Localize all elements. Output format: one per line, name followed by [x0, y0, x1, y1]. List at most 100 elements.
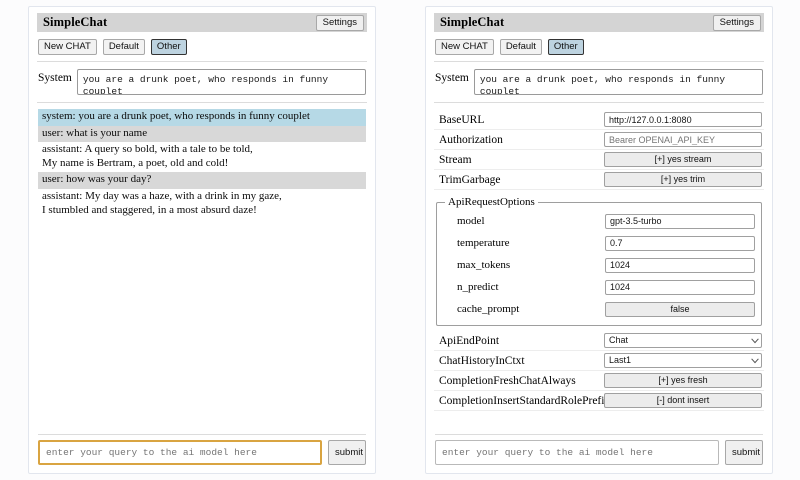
setting-control-base-url [604, 112, 762, 127]
setting-label-completion-insert-standard-role-prefix: CompletionInsertStandardRolePrefix [439, 394, 611, 407]
setting-label-api-end-point: ApiEndPoint [439, 334, 500, 347]
toolbar-divider [37, 61, 367, 62]
setting-row-base-url: BaseURL [434, 110, 764, 130]
new-chat-button-right[interactable]: New CHAT [435, 39, 494, 55]
chat-message-user: user: what is your name [38, 125, 366, 143]
completion-fresh-chat-always-toggle[interactable]: [+] yes fresh [604, 373, 762, 388]
setting-label-max-tokens: max_tokens [457, 259, 511, 271]
settings-panel: SimpleChat Settings New CHAT Default Oth… [425, 6, 773, 474]
setting-row-temperature: temperature [443, 232, 755, 254]
system-prompt-label: System [38, 72, 72, 84]
setting-label-completion-fresh-chat-always: CompletionFreshChatAlways [439, 374, 576, 387]
system-prompt-input[interactable] [76, 69, 366, 95]
setting-control-max-tokens [605, 257, 755, 273]
setting-label-n-predict: n_predict [457, 281, 499, 293]
setting-control-completion-insert-standard-role-prefix: [-] dont insert [604, 393, 762, 408]
query-divider [38, 434, 366, 435]
authorization-input[interactable] [604, 132, 762, 147]
chat-message-system: system: you are a drunk poet, who respon… [38, 109, 366, 126]
chat-message-assistant: assistant: A query so bold, with a tale … [38, 142, 366, 173]
max-tokens-input[interactable] [605, 257, 755, 273]
query-input-right[interactable] [435, 440, 719, 465]
n-predict-input[interactable] [605, 279, 755, 295]
setting-label-cache-prompt: cache_prompt [457, 303, 520, 315]
setting-control-api-end-point: Chat [604, 333, 762, 348]
temperature-input[interactable] [605, 235, 755, 251]
chat-message-user: user: how was your day? [38, 172, 366, 189]
chat-message-assistant: assistant: My day was a haze, with a dri… [38, 188, 366, 220]
setting-row-stream: Stream [+] yes stream [434, 150, 764, 170]
tab-default-right[interactable]: Default [499, 39, 542, 55]
settings-button-right[interactable]: Settings [712, 14, 761, 31]
chat-bottom-bar: submit [37, 434, 367, 467]
chat-message-list[interactable]: system: you are a drunk poet, who respon… [37, 109, 367, 434]
setting-row-authorization: Authorization [434, 130, 764, 150]
chatlog-divider [37, 102, 367, 103]
trim-garbage-toggle[interactable]: [+] yes trim [604, 172, 762, 187]
setting-row-cache-prompt: cache_prompt false [443, 298, 755, 320]
api-request-options-fieldset: ApiRequestOptions model temperature max_tok… [436, 196, 762, 326]
system-prompt-row: System [37, 68, 367, 102]
toolbar-divider-right [434, 61, 764, 62]
toolbar: New CHAT Default Other [37, 32, 367, 61]
setting-label-stream: Stream [439, 153, 472, 166]
page-title-settings: SimpleChat [440, 15, 505, 29]
query-row: submit [38, 435, 366, 465]
setting-label-authorization: Authorization [439, 133, 503, 146]
query-divider-right [435, 434, 763, 435]
setting-control-model [605, 213, 755, 229]
chat-panel: SimpleChat Settings New CHAT Default Oth… [28, 6, 376, 474]
system-prompt-label-right: System [435, 72, 469, 84]
submit-button[interactable]: submit [328, 440, 366, 465]
new-chat-button[interactable]: New CHAT [38, 39, 97, 55]
chevron-down-icon [751, 358, 759, 364]
model-input[interactable] [605, 213, 755, 229]
query-input[interactable] [38, 440, 322, 465]
setting-label-chat-history-in-ctxt: ChatHistoryInCtxt [439, 354, 525, 367]
setting-control-chat-history-in-ctxt: Last1 [604, 353, 762, 368]
setting-control-trim-garbage: [+] yes trim [604, 172, 762, 187]
setting-label-model: model [457, 215, 485, 227]
setting-label-temperature: temperature [457, 237, 510, 249]
setting-row-max-tokens: max_tokens [443, 254, 755, 276]
setting-row-completion-insert-standard-role-prefix: CompletionInsertStandardRolePrefix [-] do… [434, 391, 764, 411]
setting-row-trim-garbage: TrimGarbage [+] yes trim [434, 170, 764, 190]
setting-control-stream: [+] yes stream [604, 152, 762, 167]
chevron-down-icon [751, 338, 759, 344]
setting-control-cache-prompt: false [605, 301, 755, 317]
base-url-input[interactable] [604, 112, 762, 127]
setting-label-base-url: BaseURL [439, 113, 485, 126]
settings-button[interactable]: Settings [315, 14, 364, 31]
setting-label-trim-garbage: TrimGarbage [439, 173, 501, 186]
setting-control-n-predict [605, 279, 755, 295]
setting-control-authorization [604, 132, 762, 147]
toolbar-settings: New CHAT Default Other [434, 32, 764, 61]
setting-row-completion-fresh-chat-always: CompletionFreshChatAlways [+] yes fresh [434, 371, 764, 391]
system-prompt-row-right: System [434, 68, 764, 102]
setting-row-chat-history-in-ctxt: ChatHistoryInCtxt Last1 [434, 351, 764, 371]
tab-other[interactable]: Other [150, 39, 187, 55]
tab-other-right[interactable]: Other [547, 39, 584, 55]
setting-row-model: model [443, 210, 755, 232]
submit-button-right[interactable]: submit [725, 440, 763, 465]
app-header-settings: SimpleChat Settings [434, 13, 764, 32]
settings-divider [434, 102, 764, 103]
settings-list: BaseURL Authorization Stream [+] yes stream… [434, 109, 764, 434]
setting-control-completion-fresh-chat-always: [+] yes fresh [604, 373, 762, 388]
tab-default[interactable]: Default [102, 39, 145, 55]
chat-history-in-ctxt-select[interactable]: Last1 [604, 353, 762, 368]
app-header: SimpleChat Settings [37, 13, 367, 32]
cache-prompt-toggle[interactable]: false [605, 301, 755, 317]
api-request-options-legend: ApiRequestOptions [448, 196, 535, 208]
api-end-point-select[interactable]: Chat [604, 333, 762, 348]
page-title: SimpleChat [43, 15, 108, 29]
settings-bottom-bar: submit [434, 434, 764, 467]
setting-row-api-end-point: ApiEndPoint Chat [434, 331, 764, 351]
setting-row-n-predict: n_predict [443, 276, 755, 298]
query-row-right: submit [435, 435, 763, 465]
stream-toggle[interactable]: [+] yes stream [604, 152, 762, 167]
system-prompt-input-right[interactable] [473, 69, 763, 95]
completion-insert-standard-role-prefix-toggle[interactable]: [-] dont insert [604, 393, 762, 408]
setting-control-temperature [605, 235, 755, 251]
